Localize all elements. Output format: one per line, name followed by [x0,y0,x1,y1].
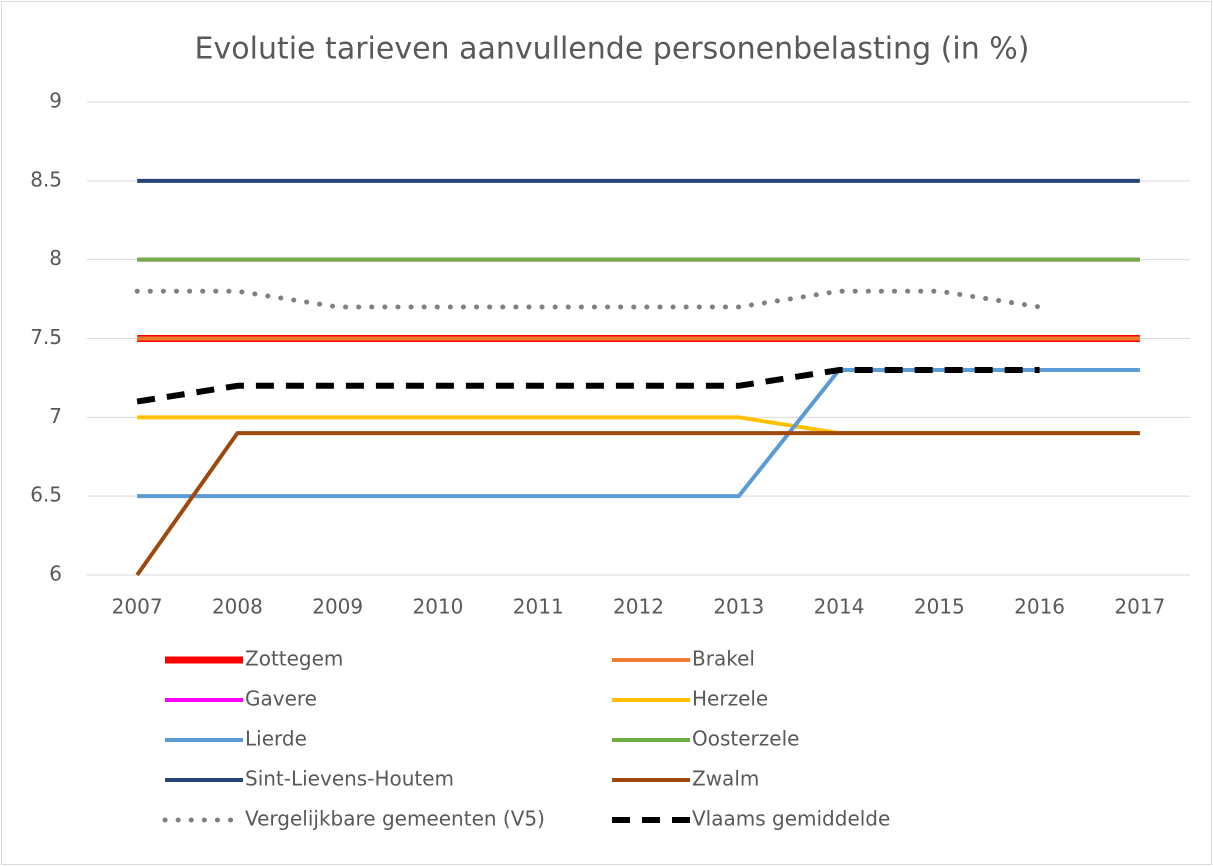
x-tick-label: 2008 [212,595,263,619]
series-line [135,431,1140,577]
x-tick-label: 2011 [513,595,564,619]
y-tick-label: 8.5 [30,167,62,191]
y-tick-label: 6.5 [30,483,62,507]
legend-label: Zottegem [245,647,343,671]
x-tick-label: 2016 [1014,595,1065,619]
x-tick-label: 2014 [814,595,865,619]
x-tick-label: 2010 [413,595,464,619]
legend-label: Sint-Lievens-Houtem [245,767,454,791]
series-line [136,367,1040,405]
legend-label: Brakel [692,647,755,671]
legend-label: Lierde [245,727,307,751]
x-tick-label: 2009 [312,595,363,619]
legend-label: Vlaams gemiddelde [692,807,890,831]
x-tick-label: 2013 [713,595,764,619]
y-tick-label: 8 [49,246,62,270]
legend-label: Herzele [692,687,768,711]
chart-title: Evolutie tarieven aanvullende personenbe… [195,32,1030,67]
y-tick-label: 6 [49,562,62,586]
x-tick-label: 2007 [112,595,163,619]
y-tick-label: 7.5 [30,325,62,349]
series-line [137,368,1140,499]
x-tick-label: 2015 [914,595,965,619]
legend-label: Oosterzele [692,727,799,751]
x-tick-label: 2017 [1114,595,1165,619]
x-tick-label: 2012 [613,595,664,619]
legend-label: Vergelijkbare gemeenten (V5) [245,807,545,831]
y-tick-label: 9 [49,89,62,113]
y-tick-label: 7 [49,404,62,428]
legend-label: Gavere [245,687,317,711]
legend-label: Zwalm [692,767,759,791]
